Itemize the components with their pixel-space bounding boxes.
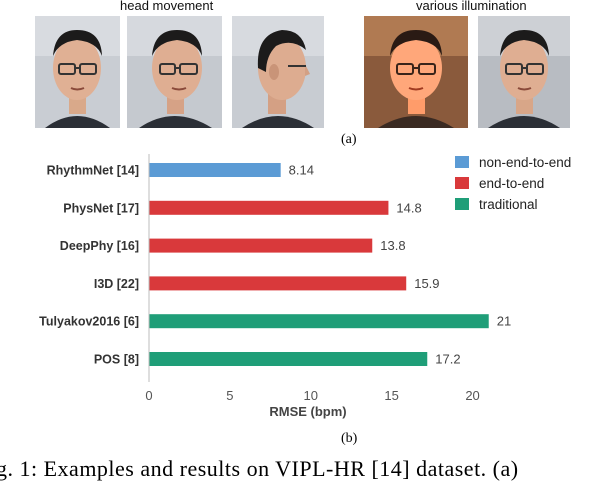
x-tick-label-15: 15 bbox=[384, 388, 398, 403]
subfigure-label-a: (a) bbox=[341, 132, 357, 147]
legend-label-end-to-end: end-to-end bbox=[479, 176, 544, 191]
x-tick-label-0: 0 bbox=[145, 388, 152, 403]
category-label-pos-8: POS [8] bbox=[94, 353, 139, 367]
bar-physnet-17 bbox=[149, 200, 389, 215]
face-photo-slight-turn bbox=[127, 16, 222, 128]
bar-deepphy-16 bbox=[149, 238, 373, 253]
face-photo-front bbox=[35, 16, 120, 128]
x-tick-label-5: 5 bbox=[226, 388, 233, 403]
face-photo-bright-light bbox=[364, 16, 468, 128]
value-label-tulyakov2016-6: 21 bbox=[497, 314, 511, 329]
value-label-physnet-17: 14.8 bbox=[396, 200, 421, 215]
bar-pos-8 bbox=[149, 352, 428, 366]
category-label-tulyakov2016-6: Tulyakov2016 [6] bbox=[39, 315, 139, 329]
bar-i3d-22 bbox=[149, 276, 407, 291]
legend-label-non-end-to-end: non-end-to-end bbox=[479, 155, 571, 170]
x-tick-label-20: 20 bbox=[465, 388, 479, 403]
category-label-deepphy-16: DeepPhy [16] bbox=[60, 239, 139, 253]
bars-layer: RhythmNet [14] 8.14 PhysNet [17] 14.8 DeepPh… bbox=[39, 163, 511, 367]
legend-swatch-traditional bbox=[455, 198, 469, 210]
legend-swatch-end-to-end bbox=[455, 177, 469, 189]
value-label-i3d-22: 15.9 bbox=[414, 276, 439, 291]
group-label-head-movement: head movement bbox=[120, 0, 214, 13]
category-label-physnet-17: PhysNet [17] bbox=[63, 201, 139, 215]
value-label-rhythmnet-14: 8.14 bbox=[289, 163, 314, 178]
figure-caption: g. 1: Examples and results on VIPL-HR [1… bbox=[0, 456, 519, 481]
group-label-various-illumination: various illumination bbox=[416, 0, 527, 13]
value-label-deepphy-16: 13.8 bbox=[380, 238, 405, 253]
category-label-i3d-22: I3D [22] bbox=[94, 277, 139, 291]
bar-chart: RhythmNet [14] 8.14 PhysNet [17] 14.8 DeepPh… bbox=[39, 154, 571, 419]
legend-label-traditional: traditional bbox=[479, 197, 538, 212]
bar-tulyakov2016-6 bbox=[149, 314, 489, 329]
x-axis-title: RMSE (bpm) bbox=[269, 404, 346, 419]
x-tick-label-10: 10 bbox=[304, 388, 318, 403]
face-photo-profile bbox=[232, 16, 324, 128]
face-photo-dim-light bbox=[478, 16, 570, 128]
x-axis: 0 5 10 15 20 bbox=[145, 154, 480, 403]
category-label-rhythmnet-14: RhythmNet [14] bbox=[47, 164, 139, 178]
legend-swatch-non-end-to-end bbox=[455, 156, 469, 168]
value-label-pos-8: 17.2 bbox=[435, 352, 460, 367]
subfigure-label-b: (b) bbox=[341, 431, 358, 446]
bar-rhythmnet-14 bbox=[149, 163, 281, 177]
legend: non-end-to-end end-to-end traditional bbox=[455, 155, 571, 212]
